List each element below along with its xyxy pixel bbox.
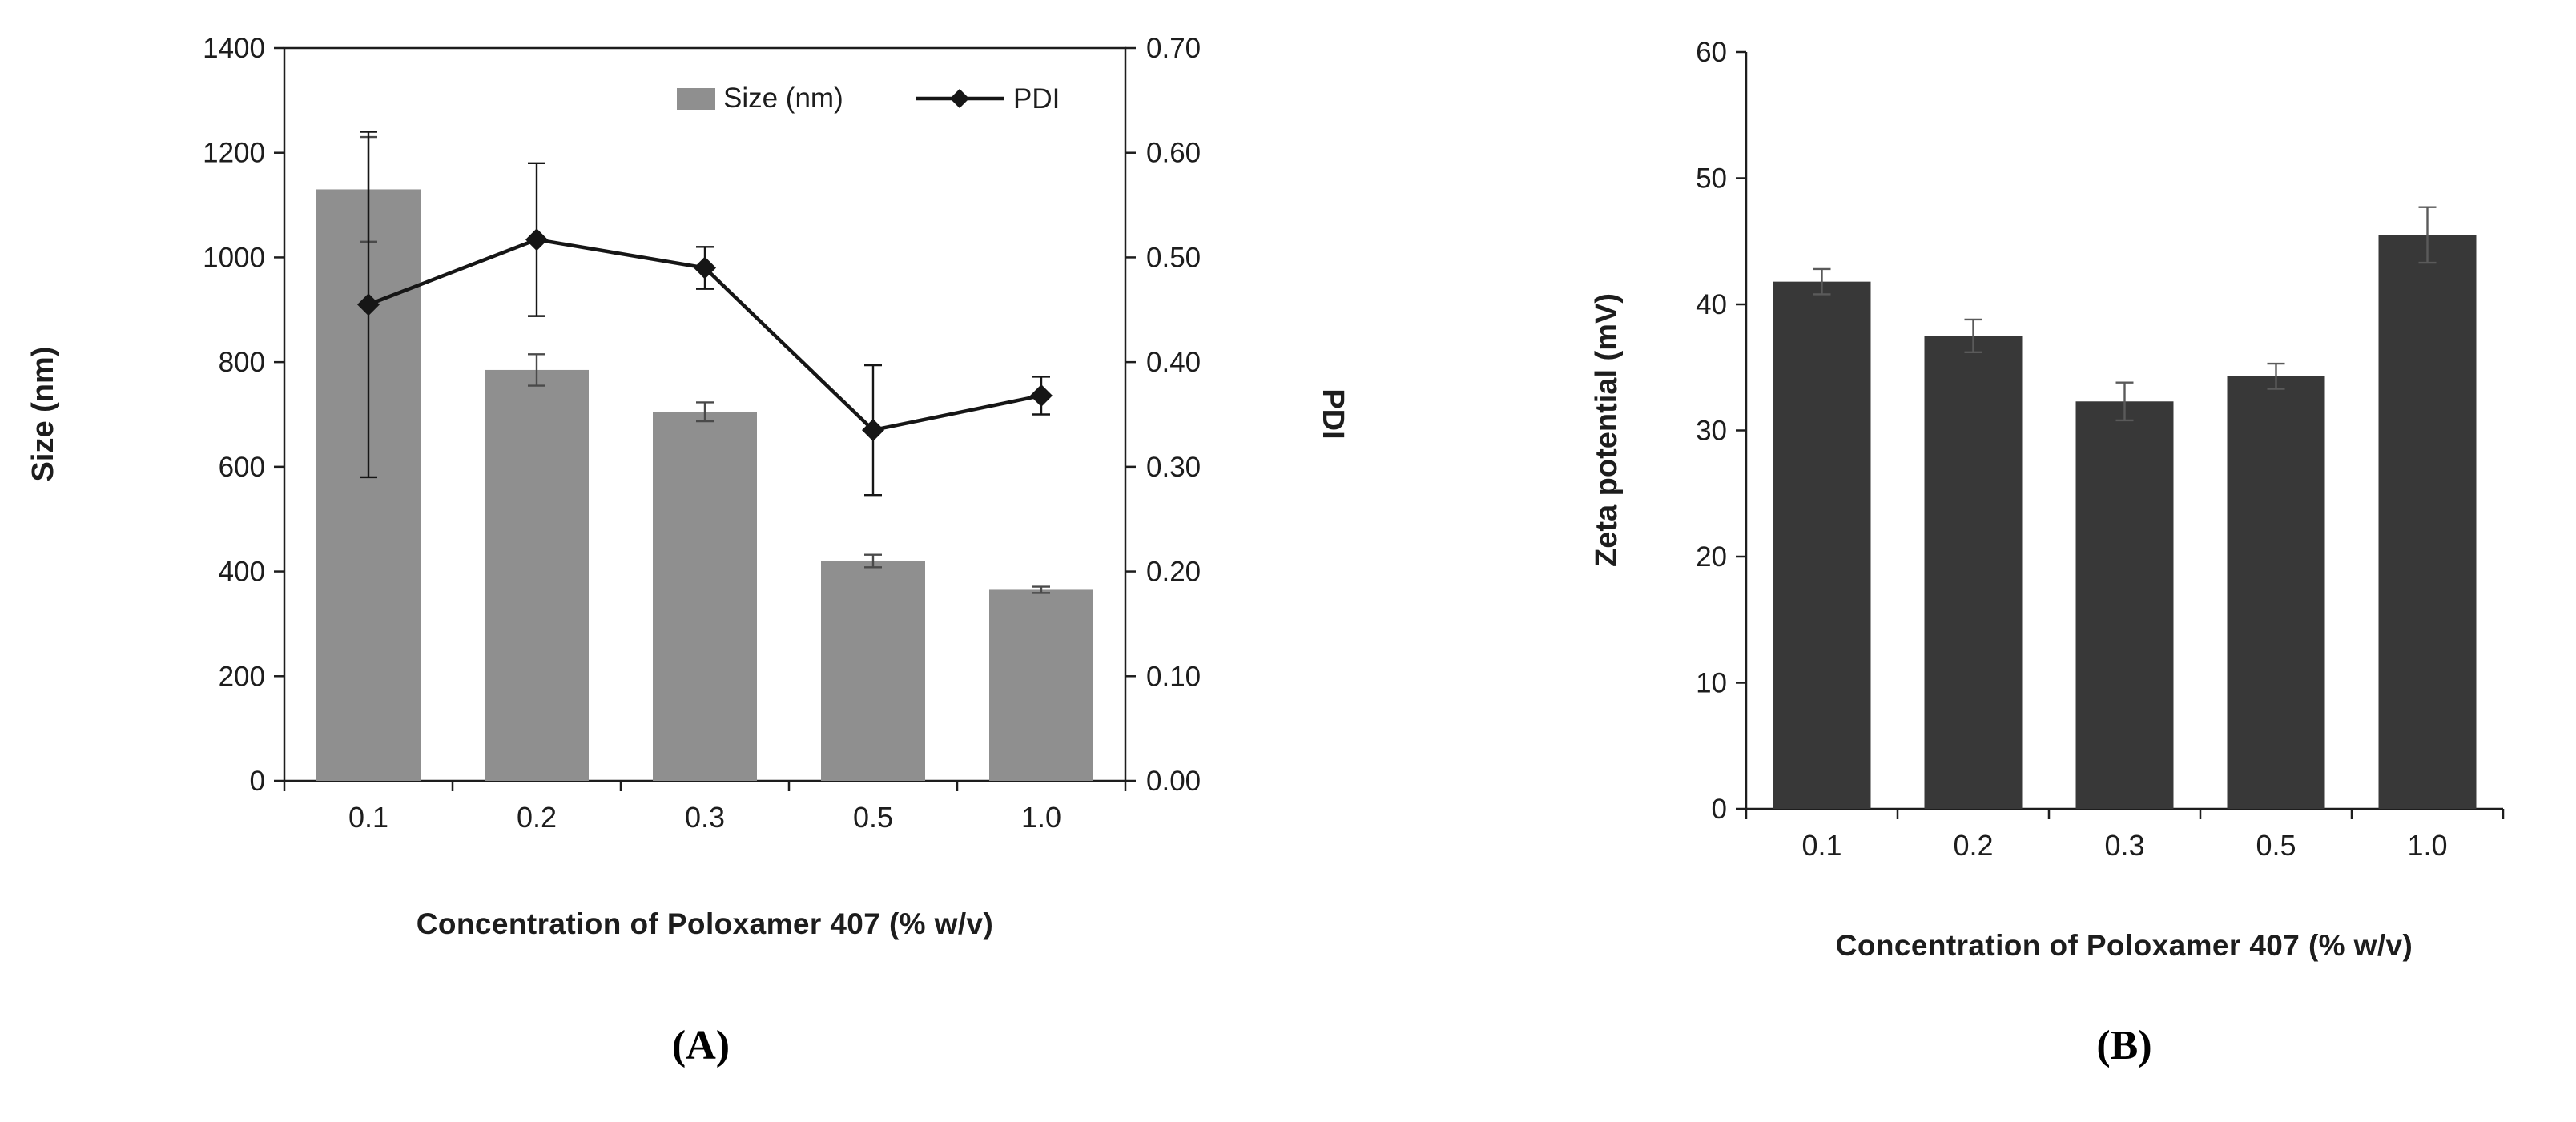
right-axis-tick-label: 0.40 — [1146, 347, 1201, 378]
zeta-bar — [1773, 281, 1871, 809]
x-tick-label: 0.2 — [1953, 829, 1993, 862]
size-pdi-plot-area: 0 200 400 600 800 1000 1200 1400 0.00 0.10 0.20 0.3… — [203, 33, 1201, 834]
pdi-diamond-marker — [694, 256, 716, 279]
left-axis-tick-label: 600 — [219, 452, 265, 483]
pdi-diamond-marker — [357, 293, 380, 316]
x-tick-label: 0.5 — [2256, 829, 2296, 862]
y-tick-label: 0 — [1712, 794, 1727, 825]
zeta-bar — [1924, 336, 2023, 809]
x-tick-label: 0.2 — [517, 801, 557, 834]
panel-b-label: (B) — [2096, 1023, 2152, 1068]
size-bar — [653, 412, 757, 781]
x-tick-label: 0.5 — [853, 801, 893, 834]
x-tick-label: 0.1 — [1801, 829, 1841, 862]
y-tick-label: 40 — [1696, 289, 1727, 320]
left-axis-tick-label: 200 — [219, 661, 265, 692]
chart-b-x-axis-title: Concentration of Poloxamer 407 (% w/v) — [1835, 929, 2413, 962]
left-axis-tick-label: 800 — [219, 347, 265, 378]
x-tick-label: 0.3 — [2104, 829, 2144, 862]
left-axis-tick-label: 400 — [219, 557, 265, 588]
legend-label-size: Size (nm) — [723, 82, 843, 114]
y-tick-label: 30 — [1696, 416, 1727, 447]
y-tick-label: 10 — [1696, 668, 1727, 699]
right-axis-tick-label: 0.50 — [1146, 242, 1201, 273]
size-bar — [989, 589, 1093, 781]
zeta-bar — [2378, 235, 2477, 809]
legend-diamond-marker — [950, 89, 969, 108]
pdi-diamond-marker — [1030, 384, 1053, 407]
legend-swatch-size — [677, 88, 715, 110]
size-axis-title: Size (nm) — [26, 347, 60, 482]
y-tick-label: 60 — [1696, 37, 1727, 68]
x-tick-label: 0.1 — [348, 801, 388, 834]
right-axis-tick-label: 0.70 — [1146, 33, 1201, 64]
right-axis-tick-label: 0.30 — [1146, 452, 1201, 483]
panel-a-label: (A) — [671, 1023, 731, 1068]
chart-a-x-axis-title: Concentration of Poloxamer 407 (% w/v) — [416, 907, 994, 940]
pdi-axis-title: PDI — [1316, 388, 1350, 439]
x-tick-label: 0.3 — [685, 801, 725, 834]
x-tick-label: 1.0 — [2407, 829, 2447, 862]
size-bar — [485, 369, 589, 782]
zeta-axis-title: Zeta potential (mV) — [1590, 293, 1624, 567]
size-bar — [821, 561, 925, 781]
right-axis-tick-label: 0.10 — [1146, 661, 1201, 692]
left-axis-tick-label: 1400 — [203, 33, 265, 64]
zeta-bar — [2075, 401, 2174, 809]
zeta-bar — [2227, 376, 2325, 809]
pdi-diamond-marker — [862, 419, 884, 442]
right-axis-tick-label: 0.20 — [1146, 557, 1201, 588]
x-tick-label: 1.0 — [1021, 801, 1061, 834]
legend-label-pdi: PDI — [1013, 83, 1060, 115]
size-pdi-chart: Size (nm) PDI 02004006008001000120014000… — [26, 33, 1350, 834]
left-axis-tick-label: 1200 — [203, 138, 265, 169]
right-axis-tick-label: 0.60 — [1146, 138, 1201, 169]
left-axis-tick-label: 0 — [250, 766, 265, 797]
pdi-diamond-marker — [525, 228, 548, 251]
right-axis-tick-label: 0.00 — [1146, 766, 1201, 797]
zeta-plot-area: 0 10 20 30 40 50 60 0.1 0.2 0.3 0.5 1.0 — [1696, 37, 2505, 862]
y-tick-label: 50 — [1696, 163, 1727, 195]
left-axis-tick-label: 1000 — [203, 242, 265, 273]
y-tick-label: 20 — [1696, 541, 1727, 573]
